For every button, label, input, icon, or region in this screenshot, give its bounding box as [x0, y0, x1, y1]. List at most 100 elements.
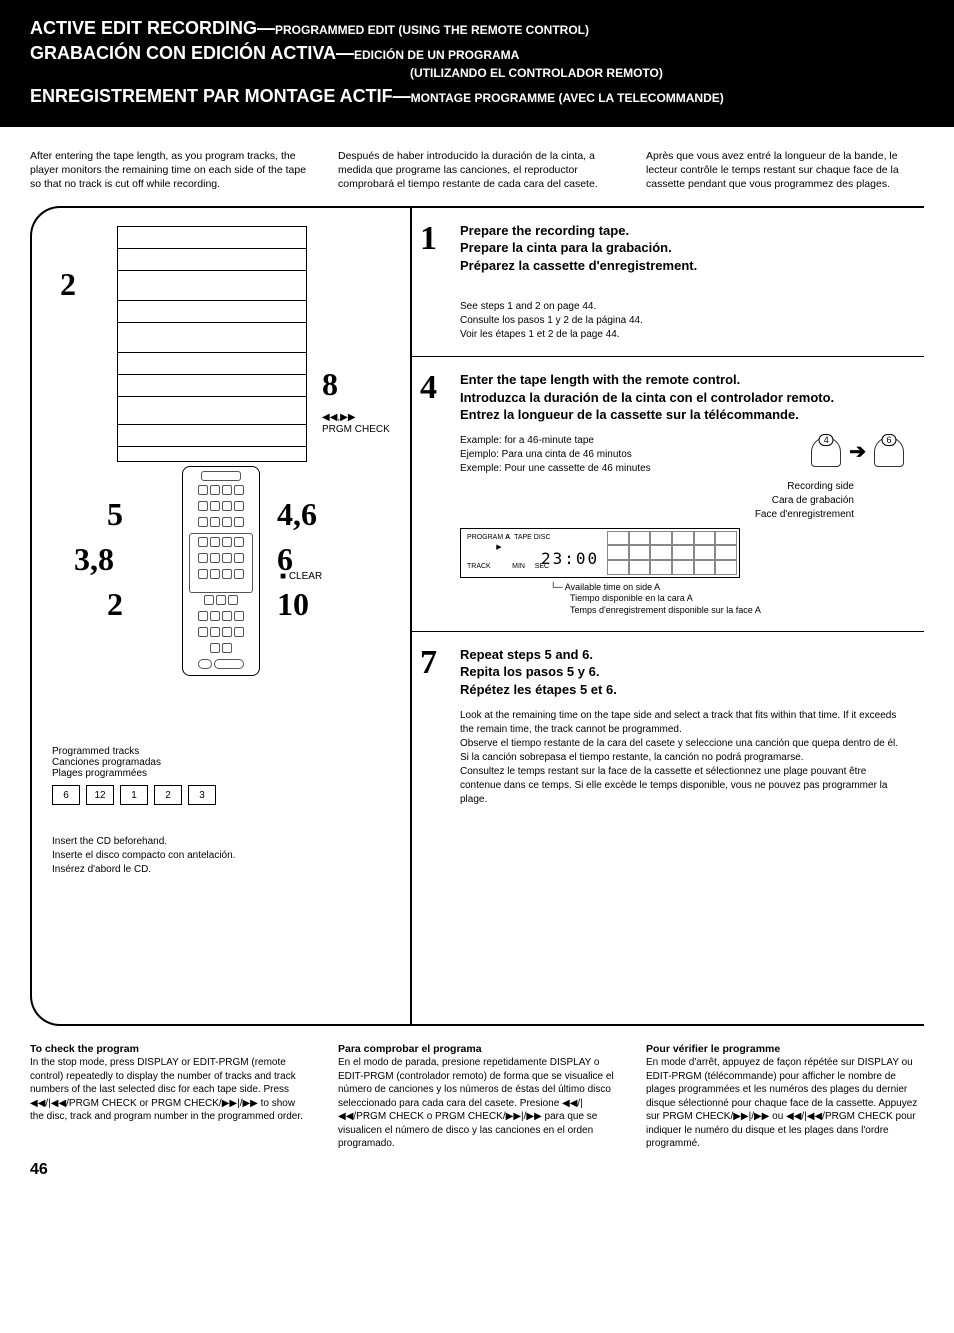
bottom-es: Para comprobar el programa En el modo de… — [338, 1042, 616, 1151]
steps-column: 1 Prepare the recording tape. Prepare la… — [412, 208, 924, 1024]
intro-fr: Après que vous avez entré la longueur de… — [646, 149, 924, 192]
intro-row: After entering the tape length, as you p… — [0, 127, 954, 206]
step-7-title: Repeat steps 5 and 6. Repita los pasos 5… — [460, 646, 904, 699]
step4-title-en: Enter the tape length with the remote co… — [460, 371, 904, 389]
bottom-row: To check the program In the stop mode, p… — [0, 1026, 954, 1161]
step-7-body: Look at the remaining time on the tape s… — [460, 709, 904, 807]
rec-fr: Face d'enregistrement — [460, 508, 854, 522]
disp-tape: TAPE DISC — [514, 534, 550, 541]
header-line-2: GRABACIÓN CON EDICIÓN ACTIVA—EDICIÓN DE … — [30, 43, 924, 64]
bottom-fr-title: Pour vérifier le programme — [646, 1043, 780, 1055]
clear-label: ■ CLEAR — [280, 571, 322, 582]
step-number-1: 1 — [420, 222, 450, 343]
step-1: 1 Prepare the recording tape. Prepare la… — [412, 208, 924, 358]
display-time: 23:00 — [541, 549, 599, 568]
step4-ex-es: Ejemplo: Para una cinta de 46 minutos — [460, 448, 799, 462]
step4-ex-fr: Exemple: Pour une cassette de 46 minutes — [460, 462, 799, 476]
avail-es: Tiempo disponible en la cara A — [570, 593, 904, 605]
rec-en: Recording side — [460, 480, 854, 494]
cd-note-fr: Insérez d'abord le CD. — [52, 863, 400, 877]
step1-body-en: See steps 1 and 2 on page 44. — [460, 300, 904, 314]
display-grid — [607, 531, 737, 575]
header-main-fr: ENREGISTREMENT PAR MONTAGE ACTIF— — [30, 86, 411, 106]
arrow-right-icon: ➔ — [849, 439, 866, 464]
hand-press-icon: 6 — [874, 437, 904, 467]
step7-title-es: Repita los pasos 5 y 6. — [460, 663, 904, 681]
prgm-check-label: PRGM CHECK — [322, 424, 390, 435]
step7-title-en: Repeat steps 5 and 6. — [460, 646, 904, 664]
step-number-7: 7 — [420, 646, 450, 807]
available-time-caption: └─ Available time on side A Tiempo dispo… — [550, 582, 904, 617]
disp-program: PROGRAM — [467, 534, 503, 541]
header-sub-es: EDICIÓN DE UN PROGRAMA — [354, 48, 519, 62]
header-sub-en: PROGRAMMED EDIT (USING THE REMOTE CONTRO… — [275, 23, 589, 37]
track-boxes: 6 12 1 2 3 — [52, 785, 400, 805]
cd-note-en: Insert the CD beforehand. — [52, 835, 400, 849]
hand-label-6: 6 — [881, 434, 896, 446]
page-number: 46 — [0, 1161, 954, 1189]
diagram-step-8: 8 — [322, 366, 338, 403]
header-line-1: ACTIVE EDIT RECORDING—PROGRAMMED EDIT (U… — [30, 18, 924, 39]
track-box: 1 — [120, 785, 148, 805]
step-4-title: Enter the tape length with the remote co… — [460, 371, 904, 424]
avail-en: └─ Available time on side A — [550, 582, 904, 594]
intro-es: Después de haber introducido la duración… — [338, 149, 616, 192]
cd-note-es: Inserte el disco compacto con antelación… — [52, 849, 400, 863]
diagram-step-46: 4,6 — [277, 496, 317, 533]
rew-ff-label: ◀◀,▶▶ — [322, 412, 356, 423]
step7-body-en: Look at the remaining time on the tape s… — [460, 709, 904, 737]
disp-play-icon: ▶ — [496, 544, 501, 551]
track-box: 6 — [52, 785, 80, 805]
header-main-es: GRABACIÓN CON EDICIÓN ACTIVA— — [30, 43, 354, 63]
step4-ex-en: Example: for a 46-minute tape — [460, 434, 799, 448]
header-main-en: ACTIVE EDIT RECORDING— — [30, 18, 275, 38]
header-banner: ACTIVE EDIT RECORDING—PROGRAMMED EDIT (U… — [0, 0, 954, 127]
step-7: 7 Repeat steps 5 and 6. Repita los pasos… — [412, 632, 924, 821]
cd-note: Insert the CD beforehand. Inserte el dis… — [52, 835, 400, 877]
step1-title-fr: Préparez la cassette d'enregistrement. — [460, 257, 904, 275]
disp-a: A — [505, 534, 510, 541]
bottom-es-body: En el modo de parada, presione repetidam… — [338, 1057, 614, 1149]
bottom-en-body: In the stop mode, press DISPLAY or EDIT-… — [30, 1057, 303, 1122]
header-sub-fr: MONTAGE PROGRAMME (AVEC LA TELECOMMANDE) — [411, 91, 724, 105]
step4-title-es: Introduzca la duración de la cinta con e… — [460, 389, 904, 407]
hand-icons: 4 ➔ 6 — [811, 434, 904, 470]
diagram-column: 2 8 ◀◀,▶▶ PRGM CHECK 5 4,6 3,8 6 ■ CL — [32, 208, 412, 1024]
programmed-tracks-label-en: Programmed tracks — [52, 746, 400, 757]
bottom-fr-body: En mode d'arrêt, appuyez de façon répété… — [646, 1057, 917, 1149]
step1-title-en: Prepare the recording tape. — [460, 222, 904, 240]
remote-diagram — [182, 466, 260, 676]
bottom-en-title: To check the program — [30, 1043, 139, 1055]
hand-press-icon: 4 — [811, 437, 841, 467]
diagram-step-5: 5 — [107, 496, 123, 533]
step1-title-es: Prepare la cinta para la grabación. — [460, 239, 904, 257]
display-panel: PROGRAM A TAPE DISC ▶ TRACK MIN SEC 23:0… — [460, 528, 740, 578]
step7-body-fr: Consultez le temps restant sur la face d… — [460, 765, 904, 807]
disp-min: MIN — [512, 563, 525, 570]
diagram-step-2b: 2 — [107, 586, 123, 623]
step-1-title: Prepare the recording tape. Prepare la c… — [460, 222, 904, 275]
header-line-4: ENREGISTREMENT PAR MONTAGE ACTIF—MONTAGE… — [30, 86, 924, 107]
bottom-es-title: Para comprobar el programa — [338, 1043, 482, 1055]
programmed-tracks-label-fr: Plages programmées — [52, 768, 400, 779]
track-box: 12 — [86, 785, 114, 805]
disp-track: TRACK — [467, 563, 491, 570]
diagram-step-38: 3,8 — [74, 541, 114, 578]
step7-body-es: Observe el tiempo restante de la cara de… — [460, 737, 904, 765]
intro-en: After entering the tape length, as you p… — [30, 149, 308, 192]
rec-es: Cara de grabación — [460, 494, 854, 508]
recording-side-labels: Recording side Cara de grabación Face d'… — [460, 480, 904, 522]
step4-examples: Example: for a 46-minute tape Ejemplo: P… — [460, 434, 799, 476]
step1-body-fr: Voir les étapes 1 et 2 de la page 44. — [460, 328, 904, 342]
display-labels: PROGRAM A TAPE DISC ▶ TRACK MIN SEC — [467, 533, 551, 572]
bottom-fr: Pour vérifier le programme En mode d'arr… — [646, 1042, 924, 1151]
step-number-4: 4 — [420, 371, 450, 617]
step1-body-es: Consulte los pasos 1 y 2 de la página 44… — [460, 314, 904, 328]
hand-label-4: 4 — [819, 434, 834, 446]
step-1-body: See steps 1 and 2 on page 44. Consulte l… — [460, 300, 904, 342]
main-frame: 2 8 ◀◀,▶▶ PRGM CHECK 5 4,6 3,8 6 ■ CL — [30, 206, 924, 1026]
track-box: 3 — [188, 785, 216, 805]
step4-title-fr: Entrez la longueur de la cassette sur la… — [460, 406, 904, 424]
step-4: 4 Enter the tape length with the remote … — [412, 357, 924, 632]
track-box: 2 — [154, 785, 182, 805]
